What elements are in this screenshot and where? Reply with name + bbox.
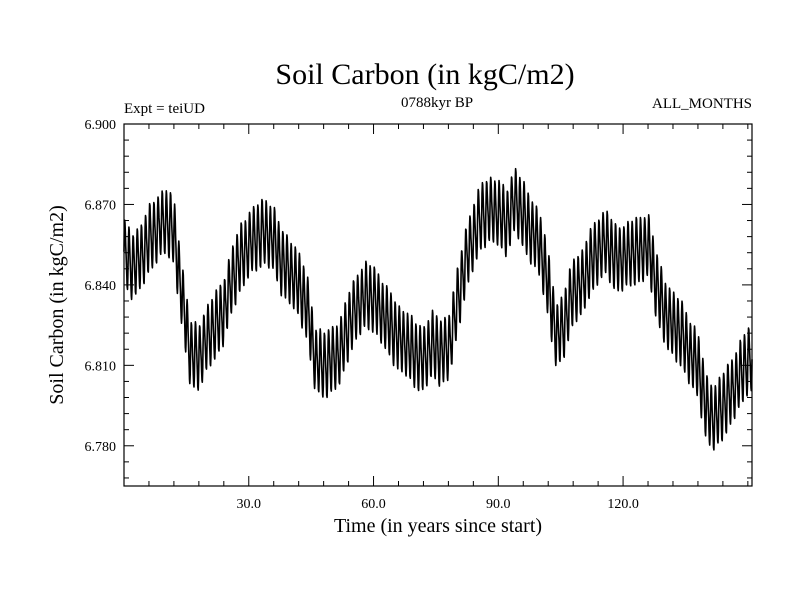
y-tick-label: 6.840 bbox=[85, 279, 117, 294]
x-tick-label: 60.0 bbox=[361, 497, 386, 512]
y-axis-ticks bbox=[124, 123, 752, 479]
chart-subtitle: 0788kyr BP bbox=[401, 95, 473, 111]
x-tick-label: 120.0 bbox=[607, 497, 639, 512]
chart-title: Soil Carbon (in kgC/m2) bbox=[275, 58, 574, 91]
x-tick-label: 90.0 bbox=[486, 497, 511, 512]
y-tick-label: 6.870 bbox=[85, 198, 117, 213]
x-tick-label: 30.0 bbox=[237, 497, 262, 512]
y-tick-label: 6.810 bbox=[85, 359, 117, 374]
plot-frame bbox=[123, 123, 753, 487]
x-axis-tick-labels: 30.0 60.0 90.0 120.0 bbox=[237, 497, 639, 512]
soil-carbon-series-line bbox=[123, 167, 753, 451]
y-tick-label: 6.780 bbox=[85, 440, 117, 455]
y-axis-label: Soil Carbon (in kgC/m2) bbox=[46, 205, 68, 404]
x-axis-label: Time (in years since start) bbox=[334, 515, 542, 537]
x-axis-ticks bbox=[148, 124, 749, 486]
months-label: ALL_MONTHS bbox=[652, 96, 752, 112]
y-axis-tick-labels: 6.780 6.810 6.840 6.870 6.900 bbox=[85, 118, 117, 455]
experiment-label: Expt = teiUD bbox=[124, 101, 205, 117]
y-tick-label: 6.900 bbox=[85, 118, 117, 133]
